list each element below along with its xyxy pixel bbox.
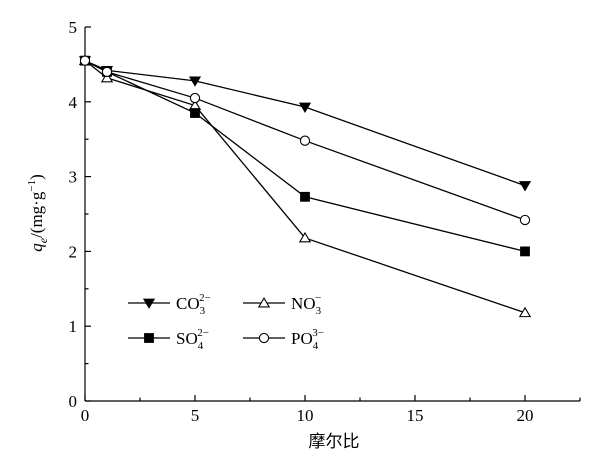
data-point-no3 bbox=[100, 71, 114, 83]
y-tick-label: 5 bbox=[69, 18, 78, 37]
legend-label-po4: PO43− bbox=[291, 327, 324, 352]
data-point-no3 bbox=[298, 231, 312, 243]
y-tick-label: 4 bbox=[69, 93, 78, 112]
y-tick-label: 3 bbox=[69, 168, 78, 187]
legend-label-co3: CO32− bbox=[176, 292, 211, 317]
legend-label-base: SO bbox=[176, 329, 198, 348]
data-point-no3 bbox=[518, 306, 532, 318]
legend-marker-no3 bbox=[257, 296, 271, 308]
legend-label-sup: 2− bbox=[199, 292, 211, 304]
data-point-po4 bbox=[519, 214, 531, 226]
legend-entry-po4: PO43− bbox=[243, 327, 324, 352]
data-point-co3 bbox=[298, 102, 312, 113]
legend-label-sup: 2− bbox=[197, 327, 209, 339]
data-point-po4 bbox=[79, 55, 91, 66]
data-point-so4 bbox=[190, 108, 200, 118]
legend: CO32− NO3−SO42− PO43− bbox=[128, 292, 324, 352]
legend-label-sup: − bbox=[315, 292, 321, 304]
series-po4 bbox=[79, 55, 531, 226]
legend-label-sub: 3 bbox=[200, 305, 206, 317]
y-axis-title: qe/(mg·g−1) bbox=[26, 174, 50, 252]
x-tick-label: 15 bbox=[407, 406, 424, 425]
series-layer bbox=[78, 54, 532, 318]
series-line-co3 bbox=[84, 60, 526, 187]
x-tick-label: 0 bbox=[81, 406, 90, 425]
legend-label-sub: 4 bbox=[313, 340, 319, 352]
data-point-po4 bbox=[299, 135, 311, 146]
data-point-po4 bbox=[189, 92, 201, 104]
legend-label-sub: 3 bbox=[316, 305, 322, 317]
data-point-co3 bbox=[188, 76, 202, 87]
y-axis-title-unit-start: /(mg·g bbox=[27, 191, 46, 238]
data-point-po4 bbox=[101, 66, 113, 78]
legend-label-base: NO bbox=[291, 294, 316, 313]
legend-label-so4: SO42− bbox=[176, 327, 209, 352]
legend-entry-no3: NO3− bbox=[243, 292, 322, 317]
y-tick-label: 0 bbox=[69, 392, 78, 411]
y-tick-label: 2 bbox=[69, 242, 78, 261]
x-tick-label: 5 bbox=[191, 406, 200, 425]
series-so4 bbox=[80, 55, 530, 257]
legend-label-no3: NO3− bbox=[291, 292, 322, 317]
legend-label-base: CO bbox=[176, 294, 200, 313]
data-point-co3 bbox=[518, 181, 532, 192]
y-axis-title-sub: e bbox=[36, 237, 50, 243]
y-axis-title-q: q bbox=[27, 243, 46, 252]
legend-marker-so4 bbox=[144, 333, 154, 343]
legend-entry-so4: SO42− bbox=[128, 327, 209, 352]
x-axis-title: 摩尔比 bbox=[309, 432, 360, 451]
x-tick-label: 10 bbox=[297, 406, 314, 425]
legend-entry-co3: CO32− bbox=[128, 292, 211, 317]
legend-label-base: PO bbox=[291, 329, 313, 348]
x-tick-label: 20 bbox=[517, 406, 534, 425]
data-point-so4 bbox=[300, 191, 310, 202]
y-axis-title-unit-end: ) bbox=[27, 174, 46, 180]
data-point-so4 bbox=[520, 246, 530, 257]
legend-marker-co3 bbox=[142, 298, 156, 309]
series-no3 bbox=[78, 54, 532, 318]
series-co3 bbox=[78, 56, 532, 192]
y-axis-title-unit-sup: −1 bbox=[26, 180, 38, 192]
y-tick-label: 1 bbox=[69, 317, 78, 336]
legend-marker-po4 bbox=[258, 332, 270, 344]
series-line-no3 bbox=[84, 60, 526, 314]
axes: 0 1 2 3 4 5 0 5 10 15 20 bbox=[69, 18, 581, 425]
legend-label-sub: 4 bbox=[198, 340, 204, 352]
series-line-so4 bbox=[84, 60, 526, 253]
legend-label-sup: 3− bbox=[312, 327, 324, 339]
